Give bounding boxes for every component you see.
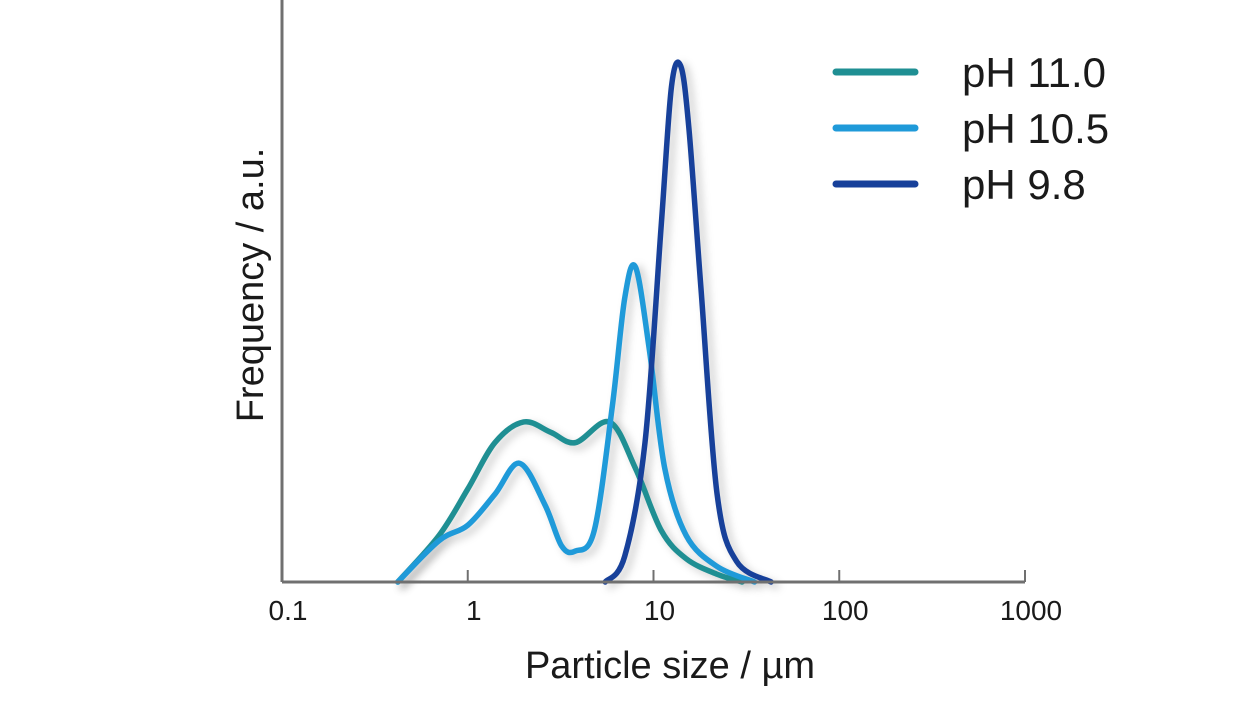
series-lines: [395, 59, 774, 585]
series-line-2: [395, 262, 758, 585]
legend-label: pH 9.8: [962, 161, 1086, 208]
x-tick-label: 0.1: [269, 595, 308, 626]
x-tick-label: 10: [644, 595, 675, 626]
series-shadow-2: [399, 265, 764, 590]
x-axis-ticks: 0.1 1 10 100 1000: [269, 570, 1062, 626]
x-tick-label: 1: [466, 595, 482, 626]
series-line-3: [602, 59, 774, 585]
series-shadow-3: [606, 62, 780, 590]
y-axis-title: Frequency / a.u.: [230, 148, 272, 423]
legend: pH 11.0 pH 10.5 pH 9.8: [832, 49, 1109, 208]
x-tick-label: 1000: [1000, 595, 1062, 626]
x-tick-label: 100: [822, 595, 869, 626]
x-axis-title: Particle size / µm: [525, 645, 815, 687]
series-line-1: [395, 418, 745, 585]
legend-label: pH 10.5: [962, 105, 1109, 152]
legend-label: pH 11.0: [962, 49, 1106, 96]
